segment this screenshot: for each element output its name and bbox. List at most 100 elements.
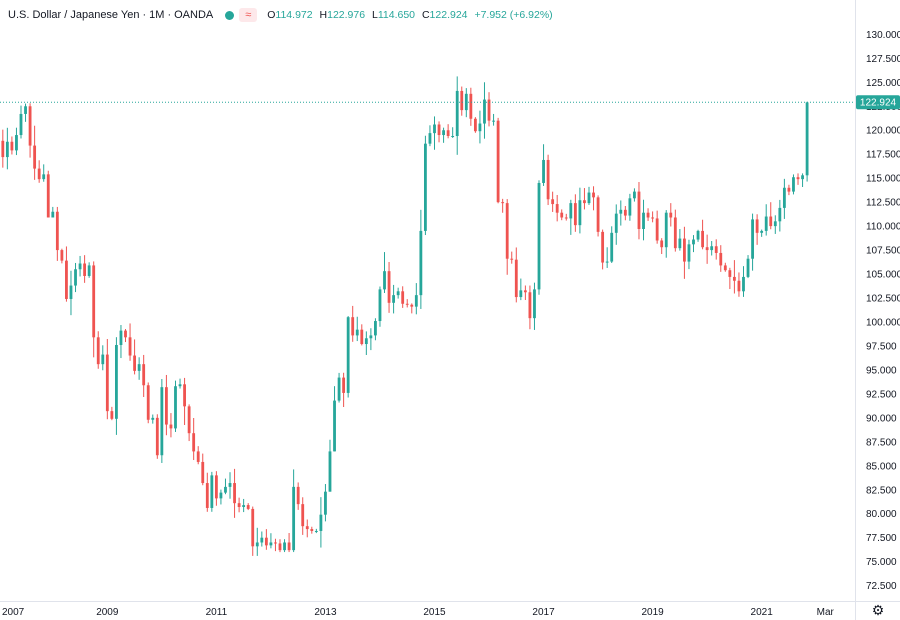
y-tick-label: 105.000 xyxy=(866,270,900,281)
y-tick-label: 125.000 xyxy=(866,78,900,89)
candle-body xyxy=(642,212,645,229)
candle-body xyxy=(478,123,482,132)
candle-body xyxy=(792,177,795,192)
candle-body xyxy=(351,317,355,336)
candle-body xyxy=(564,217,568,219)
candle-body xyxy=(224,486,227,493)
open-label: O xyxy=(267,9,276,21)
market-status-icon[interactable] xyxy=(225,10,235,20)
last-price-label: 122.924 xyxy=(856,95,900,110)
candle-body xyxy=(169,424,173,429)
y-tick-label: 110.000 xyxy=(866,222,900,233)
candle-body xyxy=(401,291,405,304)
candle-body xyxy=(237,503,241,508)
candle-body xyxy=(51,211,55,218)
candle-body xyxy=(119,330,123,345)
low-value: 114.650 xyxy=(377,9,416,21)
candle-body xyxy=(37,168,41,180)
candle-body xyxy=(651,217,655,219)
candle-body xyxy=(528,292,532,319)
candle-body xyxy=(251,508,255,547)
candle-body xyxy=(374,321,377,336)
candle-body xyxy=(696,230,700,240)
candle-body xyxy=(60,250,64,261)
candle-body xyxy=(755,219,759,233)
candle-body xyxy=(87,265,91,276)
symbol-name[interactable]: U.S. Dollar / Japanese Yen xyxy=(8,9,140,21)
candle-body xyxy=(214,475,218,499)
y-tick-label: 77.500 xyxy=(866,533,897,544)
candle-body xyxy=(269,542,273,546)
candle-body xyxy=(683,238,686,262)
candle-body xyxy=(292,486,296,551)
candle-body xyxy=(705,247,709,251)
y-tick-label: 117.500 xyxy=(866,150,900,161)
candle-body xyxy=(83,263,87,276)
candle-body xyxy=(387,271,391,303)
symbol-source[interactable]: OANDA xyxy=(174,9,214,21)
ohlc-values: O114.972 H122.976 L114.650 C122.924 +7.9… xyxy=(267,9,556,21)
open-value: 114.972 xyxy=(275,9,313,21)
candle-body xyxy=(714,246,718,253)
candle-body xyxy=(74,269,77,286)
close-value: 122.924 xyxy=(429,9,468,21)
time-axis[interactable]: 2007 2009 2011 2013 2015 2017 2019 2021 Mar xyxy=(2,607,835,618)
candle-body xyxy=(324,491,327,515)
candle-body xyxy=(160,387,164,456)
candle-body xyxy=(105,354,109,412)
candle-body xyxy=(128,337,132,356)
candle-body xyxy=(101,354,105,365)
candle-body xyxy=(637,191,641,229)
candlestick-series xyxy=(1,76,809,556)
y-tick-label: 107.500 xyxy=(866,246,900,257)
candle-body xyxy=(805,102,809,176)
candle-body xyxy=(673,217,677,249)
candle-body xyxy=(115,344,118,419)
x-tick-label: 2015 xyxy=(423,607,446,618)
price-axis[interactable]: 72.500 75.000 77.500 80.000 82.500 85.000 87.5… xyxy=(866,30,900,592)
candle-body xyxy=(655,218,659,241)
candle-body xyxy=(710,246,714,251)
candle-body xyxy=(510,258,514,260)
x-tick-label: 2017 xyxy=(532,607,555,618)
y-tick-label: 90.000 xyxy=(866,413,897,424)
y-tick-label: 95.000 xyxy=(866,365,897,376)
candle-body xyxy=(573,203,577,226)
candle-body xyxy=(746,258,750,277)
gear-icon[interactable]: ⚙ xyxy=(871,602,885,618)
candle-body xyxy=(328,451,332,492)
y-tick-label: 100.000 xyxy=(866,317,900,328)
candle-body xyxy=(751,219,754,259)
wave-icon[interactable]: ≈ xyxy=(239,8,258,22)
candle-body xyxy=(278,543,282,551)
candle-body xyxy=(201,461,205,484)
candle-body xyxy=(483,99,486,124)
y-tick-label: 130.000 xyxy=(866,30,900,41)
symbol-interval[interactable]: 1M xyxy=(149,9,165,21)
y-tick-label: 102.500 xyxy=(866,294,900,305)
candle-body xyxy=(419,230,423,296)
candle-body xyxy=(5,141,9,158)
y-tick-label: 82.500 xyxy=(866,485,897,496)
candle-body xyxy=(1,140,5,158)
candle-body xyxy=(628,198,632,216)
candle-body xyxy=(592,192,595,198)
candle-body xyxy=(255,542,259,547)
candle-body xyxy=(514,259,518,298)
y-tick-label: 127.500 xyxy=(866,54,900,65)
high-value: 122.976 xyxy=(327,9,366,21)
x-tick-label: 2013 xyxy=(314,607,337,618)
candle-body xyxy=(314,530,318,532)
candle-body xyxy=(396,291,400,296)
candle-body xyxy=(542,159,545,183)
candle-body xyxy=(646,212,650,218)
candle-body xyxy=(669,212,673,218)
candle-body xyxy=(423,143,427,231)
candle-body xyxy=(233,483,236,504)
candle-body xyxy=(428,133,432,144)
candle-body xyxy=(728,270,732,277)
change-value: +7.952 (+6.92%) xyxy=(474,9,553,21)
candle-body xyxy=(242,505,246,508)
candle-body xyxy=(742,276,745,292)
